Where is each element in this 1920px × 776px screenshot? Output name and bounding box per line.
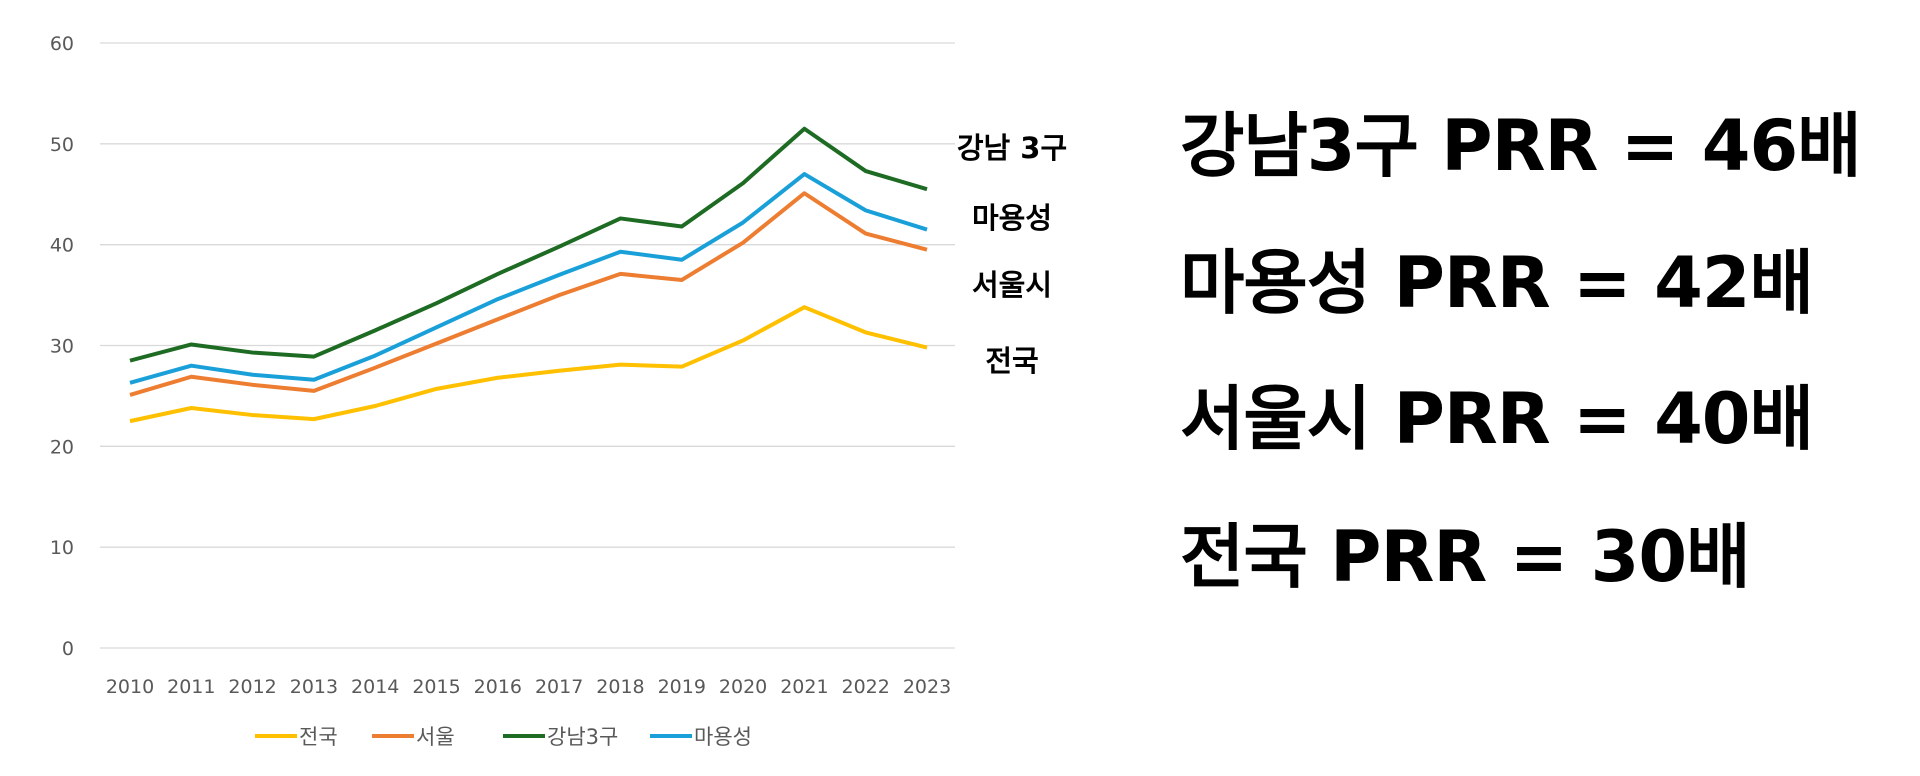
y-tick-label: 60: [50, 33, 74, 55]
x-tick-label: 2015: [412, 676, 460, 698]
x-tick-label: 2016: [474, 676, 522, 698]
x-tick-label: 2011: [167, 676, 215, 698]
x-tick-label: 2010: [106, 676, 154, 698]
series-line-강남3구: [129, 126, 928, 363]
x-tick-label: 2018: [596, 676, 644, 698]
series-line-전국: [129, 305, 928, 424]
series-line-마용성: [129, 172, 928, 385]
prr-gangnam: 강남3구 PRR = 46배: [1180, 105, 1862, 187]
x-tick-label: 2013: [290, 676, 338, 698]
y-tick-label: 40: [50, 235, 74, 257]
legend-label: 강남3구: [547, 725, 618, 749]
prr-seoul: 서울시 PRR = 40배: [1180, 378, 1814, 460]
series-line-서울: [129, 191, 928, 397]
y-tick-label: 20: [50, 436, 74, 458]
x-tick-label: 2021: [780, 676, 828, 698]
annotation-gangnam: 강남 3구: [957, 131, 1067, 165]
legend-label: 서울: [416, 725, 455, 749]
y-tick-label: 10: [50, 537, 74, 559]
prr-national: 전국 PRR = 30배: [1180, 516, 1750, 598]
prr-mayongseong: 마용성 PRR = 42배: [1180, 242, 1814, 324]
x-tick-label: 2012: [228, 676, 276, 698]
y-tick-label: 50: [50, 134, 74, 156]
x-tick-label: 2020: [719, 676, 767, 698]
y-tick-label: 0: [62, 638, 74, 660]
x-tick-label: 2023: [903, 676, 951, 698]
annotation-seoul: 서울시: [972, 268, 1052, 302]
legend-label: 마용성: [694, 725, 752, 749]
annotation-mayongseong: 마용성: [972, 201, 1052, 235]
x-tick-label: 2022: [842, 676, 890, 698]
x-tick-label: 2019: [658, 676, 706, 698]
x-tick-label: 2014: [351, 676, 399, 698]
legend-label: 전국: [299, 725, 338, 749]
x-tick-label: 2017: [535, 676, 583, 698]
annotation-national: 전국: [985, 344, 1038, 378]
y-tick-label: 30: [50, 336, 74, 358]
